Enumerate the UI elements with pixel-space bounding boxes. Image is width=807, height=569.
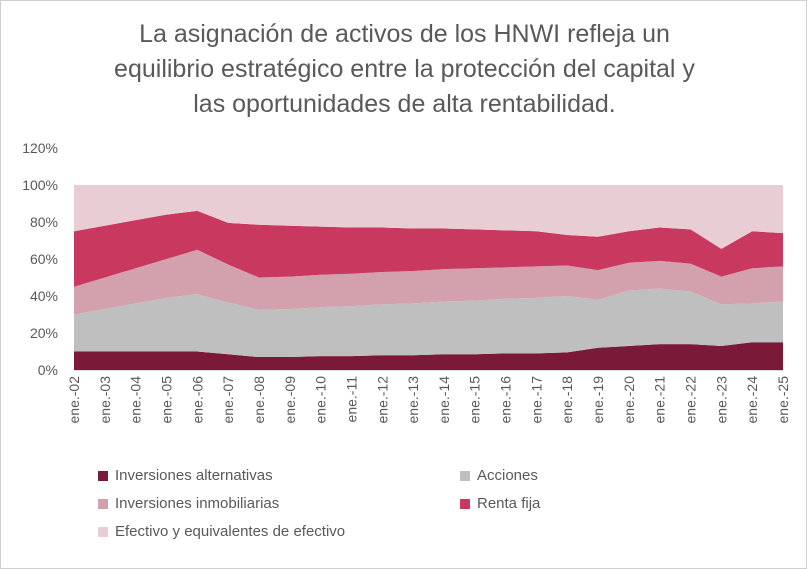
legend-item-inmobiliarias: Inversiones inmobiliarias <box>98 495 279 512</box>
area-series-alternativas <box>74 342 783 370</box>
legend-label-acciones: Acciones <box>477 467 538 484</box>
chart-title: La asignación de activos de los HNWI ref… <box>41 17 768 122</box>
legend-label-alternativas: Inversiones alternativas <box>115 467 273 484</box>
x-tick-label: ene.-09 <box>282 376 298 424</box>
x-tick-label: ene.-23 <box>713 376 729 424</box>
chart-title-line-1: La asignación de activos de los HNWI ref… <box>139 20 670 48</box>
x-tick-label: ene.-02 <box>66 376 82 424</box>
legend-item-renta-fija: Renta fija <box>460 495 540 512</box>
y-tick-label: 100% <box>22 177 58 193</box>
x-tick-label: ene.-04 <box>128 376 144 424</box>
legend-label-inmobiliarias: Inversiones inmobiliarias <box>115 495 280 512</box>
area-series-renta_fija <box>74 210 783 287</box>
y-tick-label: 60% <box>30 251 58 267</box>
x-tick-label: ene.-17 <box>528 376 544 424</box>
x-tick-label: ene.-08 <box>251 376 267 424</box>
x-tick-label: ene.-12 <box>374 376 390 424</box>
y-tick-label: 40% <box>30 288 58 304</box>
x-tick-label: ene.-22 <box>683 376 699 424</box>
y-tick-label: 0% <box>38 362 58 378</box>
legend-swatch-efectivo <box>98 526 108 537</box>
x-tick-label: ene.-20 <box>621 376 637 424</box>
x-tick-label: ene.-14 <box>436 376 452 424</box>
legend-swatch-alternativas <box>98 470 108 481</box>
x-tick-label: ene.-21 <box>652 376 668 424</box>
x-tick-label: ene.-15 <box>467 376 483 424</box>
x-tick-label: ene.-07 <box>220 376 236 424</box>
legend-label-renta-fija: Renta fija <box>477 495 541 512</box>
y-tick-label: 120% <box>22 140 58 156</box>
x-tick-label: ene.-16 <box>498 376 514 424</box>
x-tick-label: ene.-13 <box>405 376 421 424</box>
x-tick-label: ene.-18 <box>559 376 575 424</box>
x-tick-label: ene.-03 <box>97 376 113 424</box>
x-tick-label: ene.-05 <box>158 376 174 424</box>
x-tick-label: ene.-11 <box>343 376 359 423</box>
chart-title-line-3: las oportunidades de alta rentabilidad. <box>193 90 616 118</box>
legend-item-efectivo: Efectivo y equivalentes de efectivo <box>98 523 345 540</box>
x-tick-label: ene.-06 <box>189 376 205 424</box>
area-series-inmobiliarias <box>74 249 783 315</box>
area-series-acciones <box>74 288 783 358</box>
y-tick-label: 80% <box>30 214 58 230</box>
area-series-efectivo <box>74 185 783 249</box>
legend-label-efectivo: Efectivo y equivalentes de efectivo <box>115 523 346 540</box>
legend-swatch-renta-fija <box>460 498 470 509</box>
legend-swatch-acciones <box>460 470 470 481</box>
chart-title-line-2: equilibrio estratégico entre la protecci… <box>114 55 695 83</box>
chart-legend: Inversiones alternativas Acciones Invers… <box>98 462 798 552</box>
legend-item-acciones: Acciones <box>460 467 538 484</box>
x-tick-label: ene.-10 <box>313 376 329 424</box>
x-tick-label: ene.-25 <box>775 376 791 424</box>
x-tick-label: ene.-19 <box>590 376 606 424</box>
y-tick-label: 20% <box>30 325 58 341</box>
x-tick-label: ene.-24 <box>744 376 760 424</box>
legend-item-alternativas: Inversiones alternativas <box>98 467 273 484</box>
legend-swatch-inmobiliarias <box>98 498 108 509</box>
